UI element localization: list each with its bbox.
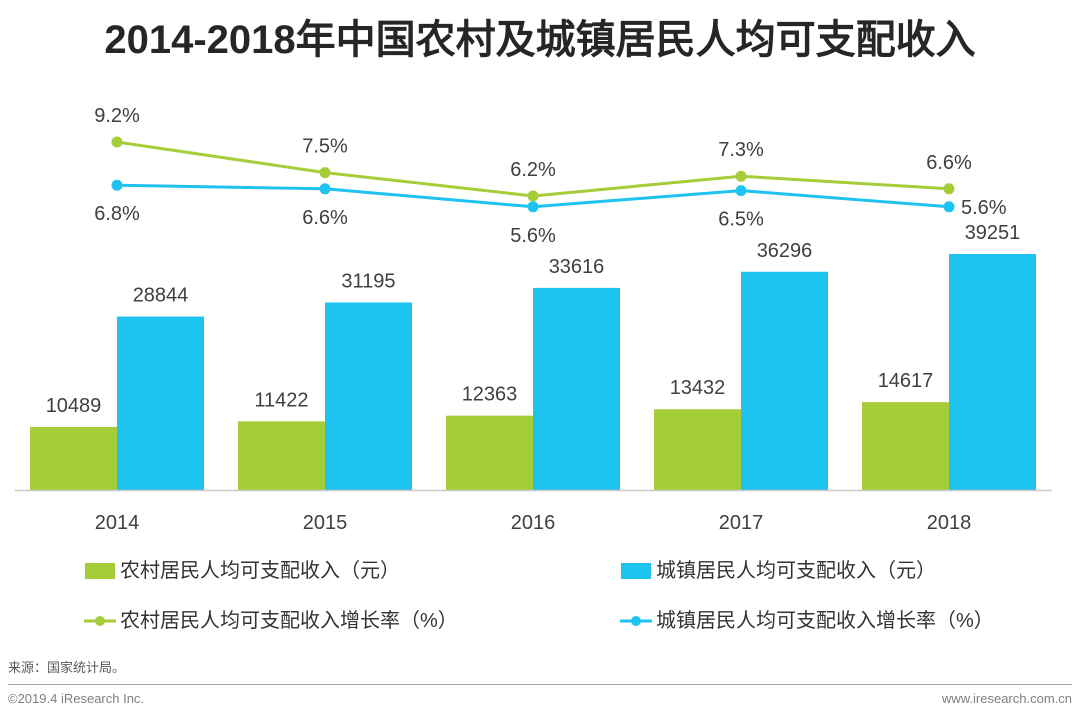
bar-label-urban-income-2015: 31195	[341, 270, 395, 292]
x-tick-label-2014: 2014	[95, 512, 140, 534]
page-title: 2014-2018年中国农村及城镇居民人均可支配收入	[104, 18, 976, 62]
bar-rural-income-2015	[238, 421, 325, 490]
bar-urban-income-2016	[533, 287, 620, 490]
point-label-urban-growth-2017: 6.5%	[718, 209, 764, 231]
legend-label-rural-growth: 农村居民人均可支配收入增长率（%）	[120, 610, 458, 632]
point-urban-growth-2017	[735, 185, 747, 197]
point-label-rural-growth-2014: 9.2%	[94, 105, 140, 127]
x-tick-label-2018: 2018	[927, 512, 972, 534]
bar-urban-income-2018	[949, 254, 1036, 490]
bar-label-rural-income-2017: 13432	[670, 377, 726, 399]
point-urban-growth-2014	[111, 179, 123, 191]
growth-line-group	[111, 136, 955, 213]
legend-swatch-urban-growth	[620, 616, 652, 626]
income-chart: 10489 11422 12363 13432 14617 28844 31195 33616…	[15, 105, 1052, 534]
legend-swatch-rural-income	[85, 563, 115, 579]
point-urban-growth-2018	[943, 201, 955, 213]
bar-rural-income-2014	[30, 426, 117, 490]
legend-label-urban-growth: 城镇居民人均可支配收入增长率（%）	[656, 610, 994, 632]
data-label-group: 10489 11422 12363 13432 14617 28844 31195 33616…	[46, 105, 1021, 417]
x-tick-label-2015: 2015	[303, 512, 348, 534]
legend-item-urban-income: 城镇居民人均可支配收入（元）	[621, 559, 936, 583]
point-label-urban-growth-2014: 6.8%	[94, 203, 140, 225]
point-urban-growth-2015	[319, 183, 331, 195]
bar-label-urban-income-2016: 33616	[549, 256, 605, 278]
copyright-text: ©2019.4 iResearch Inc.	[8, 691, 145, 706]
x-tick-label-2016: 2016	[511, 512, 556, 534]
legend-item-rural-growth: 农村居民人均可支配收入增长率（%）	[84, 609, 458, 633]
legend-swatch-rural-growth	[84, 616, 116, 626]
point-label-rural-growth-2015: 7.5%	[302, 136, 348, 158]
x-tick-label-2017: 2017	[719, 512, 764, 534]
bar-rural-income-2017	[654, 409, 741, 490]
legend-swatch-urban-income	[621, 563, 651, 579]
legend-label-rural-income: 农村居民人均可支配收入（元）	[120, 560, 400, 582]
bar-rural-income-2018	[862, 402, 949, 490]
footer-divider	[8, 684, 1072, 685]
point-rural-growth-2014	[111, 136, 123, 148]
point-rural-growth-2015	[319, 167, 331, 179]
x-axis-tick-group: 2014 2015 2016 2017 2018	[95, 512, 972, 534]
point-rural-growth-2018	[943, 183, 955, 195]
point-label-rural-growth-2016: 6.2%	[510, 159, 556, 181]
legend-item-rural-income: 农村居民人均可支配收入（元）	[85, 559, 400, 583]
bar-label-rural-income-2018: 14617	[878, 370, 934, 392]
point-label-rural-growth-2017: 7.3%	[718, 139, 764, 161]
bar-label-urban-income-2014: 28844	[133, 285, 189, 307]
source-note: 来源：国家统计局。	[8, 660, 126, 675]
bar-urban-income-2014	[117, 316, 204, 490]
point-label-urban-growth-2018: 5.6%	[961, 197, 1007, 219]
point-label-rural-growth-2018: 6.6%	[926, 152, 972, 174]
bar-label-urban-income-2018: 39251	[965, 222, 1021, 244]
point-label-urban-growth-2016: 5.6%	[510, 225, 556, 247]
bar-urban-income-2017	[741, 271, 828, 490]
bar-label-urban-income-2017: 36296	[757, 240, 813, 262]
bar-series-group	[30, 254, 1036, 490]
bar-label-rural-income-2014: 10489	[46, 395, 102, 417]
bar-label-rural-income-2016: 12363	[462, 384, 518, 406]
point-urban-growth-2016	[527, 201, 539, 213]
legend-label-urban-income: 城镇居民人均可支配收入（元）	[656, 560, 936, 582]
legend-item-urban-growth: 城镇居民人均可支配收入增长率（%）	[620, 609, 994, 633]
bar-rural-income-2016	[446, 415, 533, 490]
bar-urban-income-2015	[325, 302, 412, 490]
bar-label-rural-income-2015: 11422	[254, 389, 308, 411]
point-rural-growth-2017	[735, 170, 747, 182]
point-label-urban-growth-2015: 6.6%	[302, 207, 348, 229]
point-rural-growth-2016	[527, 190, 539, 202]
website-text: www.iresearch.com.cn	[941, 691, 1072, 706]
